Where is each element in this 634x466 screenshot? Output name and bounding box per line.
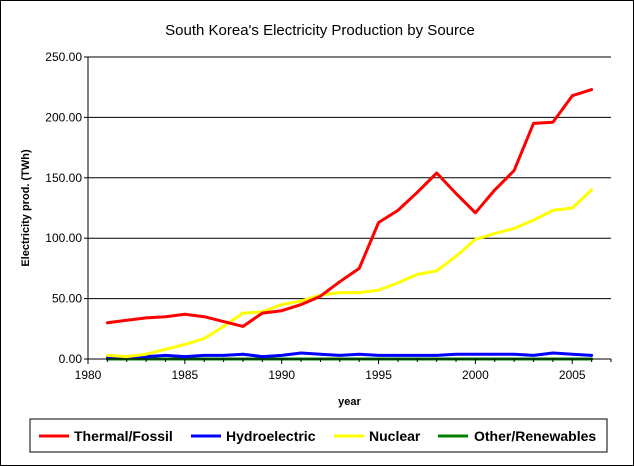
- y-tick-label: 50.00: [52, 292, 82, 306]
- y-tick-labels: 0.00 50.00 100.00 150.00 200.00 250.00: [45, 50, 88, 366]
- legend-label: Thermal/Fossil: [74, 428, 173, 444]
- y-tick-label: 150.00: [45, 171, 82, 185]
- y-tick-label: 0.00: [59, 352, 83, 366]
- x-tick-label: 1985: [172, 368, 199, 382]
- legend-label: Nuclear: [369, 428, 421, 444]
- plot-background: [88, 57, 611, 359]
- y-tick-label: 100.00: [45, 231, 82, 245]
- legend-label: Other/Renewables: [474, 428, 596, 444]
- x-tick-label: 2000: [462, 368, 489, 382]
- x-tick-label: 1995: [365, 368, 392, 382]
- x-tick-label: 1990: [268, 368, 295, 382]
- legend-item: Thermal/Fossil: [39, 428, 173, 444]
- series-line-thermal-fossil: [105, 88, 594, 328]
- legend-label: Hydroelectric: [226, 428, 316, 444]
- x-tick-labels: 1980 1985 1990 1995 2000 2005: [75, 359, 612, 382]
- legend: Thermal/Fossil Hydroelectric Nuclear Other/…: [29, 418, 608, 453]
- gridlines: [88, 56, 611, 300]
- series-line-hydroelectric: [105, 351, 594, 359]
- x-tick-label: 1980: [75, 368, 102, 382]
- axes: [87, 57, 611, 360]
- plot-area: [87, 56, 611, 361]
- chart-title: South Korea's Electricity Production by …: [165, 22, 475, 39]
- y-tick-label: 200.00: [45, 110, 82, 124]
- x-tick-label: 2005: [559, 368, 586, 382]
- y-tick-label: 250.00: [45, 50, 82, 64]
- legend-item: Hydroelectric: [191, 428, 316, 444]
- legend-item: Other/Renewables: [438, 428, 596, 444]
- legend-box: [29, 418, 608, 453]
- legend-item: Nuclear: [334, 428, 421, 444]
- y-axis-label: Electricity prod. (TWh): [20, 149, 32, 267]
- series-line-nuclear: [105, 188, 594, 359]
- x-axis-label: year: [338, 396, 361, 408]
